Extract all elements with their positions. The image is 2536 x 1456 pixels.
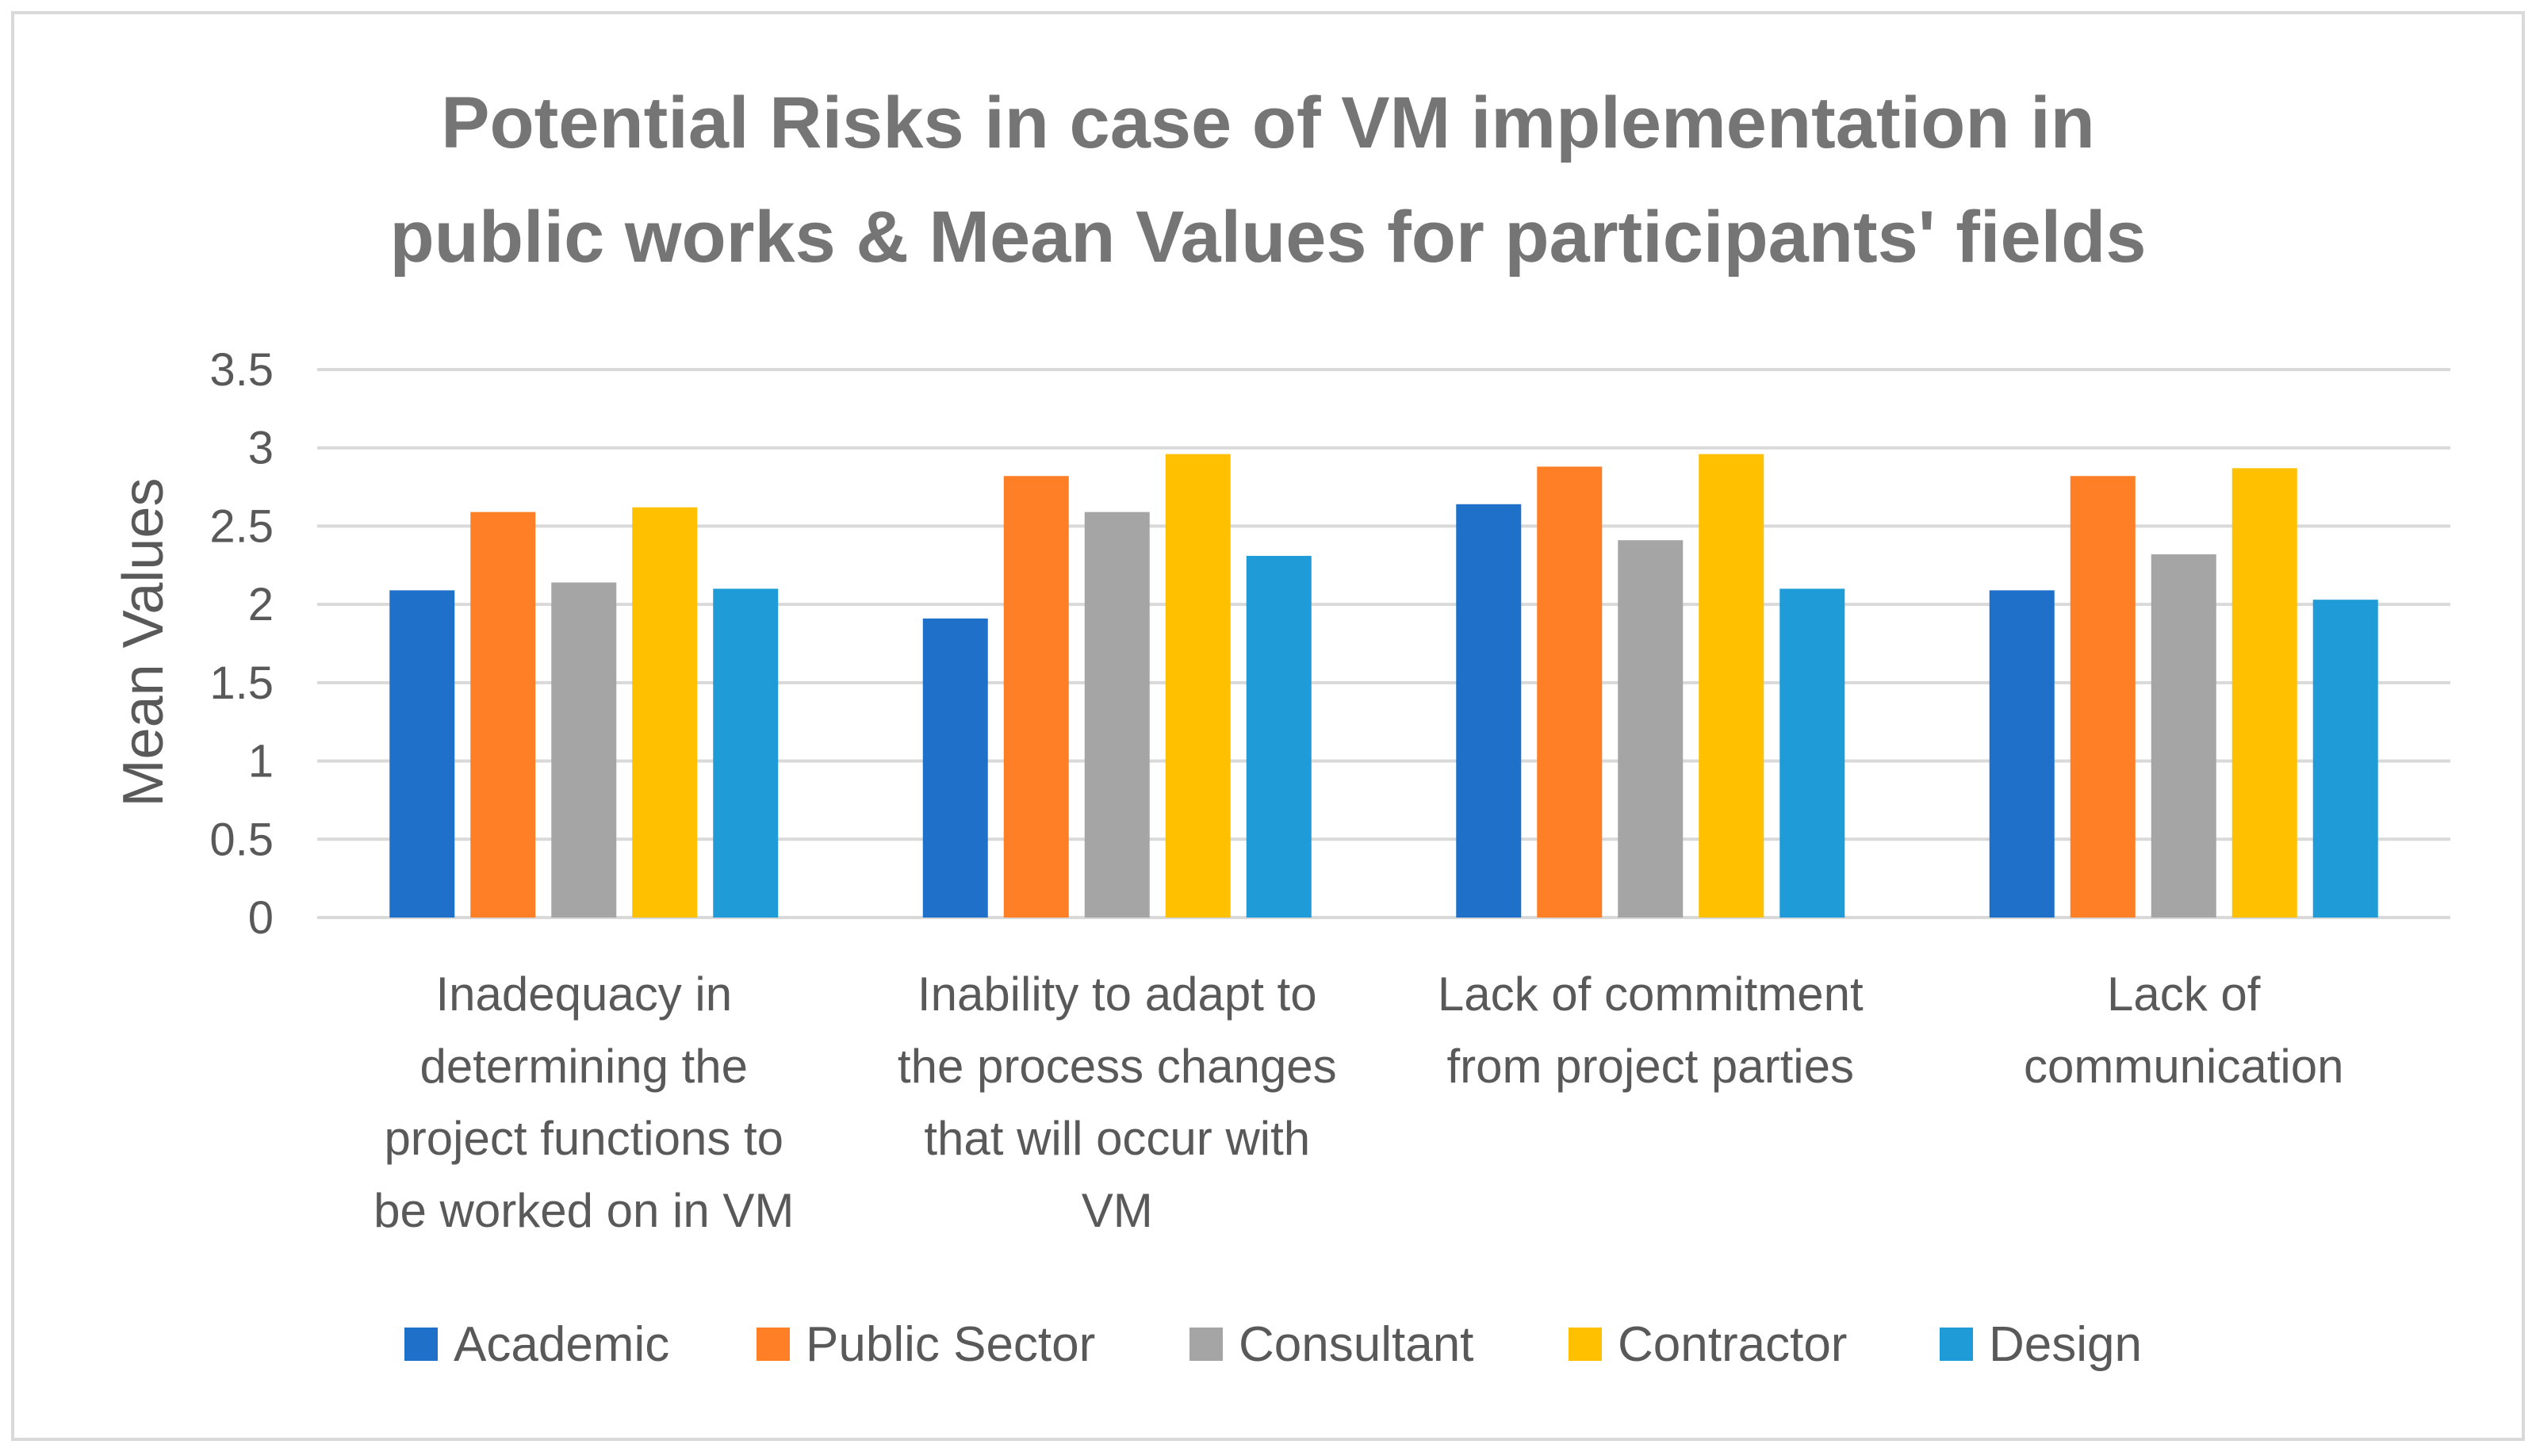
x-category-label: VM — [1082, 1184, 1153, 1237]
bar-academic-2 — [1456, 504, 1522, 918]
x-category-labels: Inadequacy in determining the project func… — [374, 967, 2343, 1237]
y-axis-label: Mean Values — [112, 478, 175, 807]
x-category-label: Inability to adapt to — [917, 967, 1317, 1021]
x-category-label: from project parties — [1446, 1040, 1854, 1093]
legend-label: Public Sector — [806, 1317, 1095, 1372]
bar-design-1 — [1246, 555, 1312, 918]
bar-consultant-3 — [2151, 554, 2216, 918]
legend-swatch-design — [1940, 1328, 1973, 1361]
bar-academic-0 — [389, 590, 455, 918]
legend-label: Consultant — [1239, 1317, 1473, 1372]
legend-swatch-academic — [404, 1328, 438, 1361]
y-tick-label: 3.5 — [209, 344, 274, 396]
bar-contractor-0 — [632, 507, 698, 918]
bar-consultant-2 — [1618, 540, 1684, 918]
x-category-label: that will occur with — [924, 1112, 1310, 1165]
x-category-label: Lack of commitment — [1438, 967, 1864, 1021]
legend-label: Academic — [454, 1317, 669, 1372]
bar-public-sector-2 — [1537, 466, 1603, 918]
legend: Academic Public Sector Consultant Contracto… — [404, 1317, 2142, 1372]
chart-title-line-2: public works & Mean Values for participa… — [389, 197, 2146, 278]
bar-consultant-0 — [551, 582, 617, 918]
y-tick-labels: 0 0.5 1 1.5 2 2.5 3 3.5 — [209, 344, 274, 944]
bar-design-2 — [1779, 588, 1845, 918]
bar-public-sector-1 — [1003, 476, 1069, 918]
bar-academic-1 — [922, 618, 988, 918]
y-tick-label: 1.5 — [209, 657, 274, 709]
y-tick-label: 2 — [248, 579, 274, 630]
legend-swatch-public-sector — [757, 1328, 790, 1361]
bar-design-0 — [713, 588, 779, 918]
bar-contractor-3 — [2231, 468, 2297, 918]
x-category-label: Inadequacy in — [435, 967, 732, 1021]
y-tick-label: 0.5 — [209, 814, 274, 865]
x-category-label: Lack of — [2107, 967, 2261, 1021]
bar-public-sector-3 — [2070, 476, 2136, 918]
x-category-label: be worked on in VM — [374, 1184, 794, 1237]
x-category-label: communication — [2024, 1040, 2344, 1093]
bars — [389, 454, 2378, 918]
bar-consultant-1 — [1084, 512, 1150, 918]
chart-title-line-1: Potential Risks in case of VM implementa… — [441, 82, 2095, 163]
legend-label: Design — [1989, 1317, 2142, 1372]
bar-public-sector-0 — [470, 512, 536, 918]
x-category-label: the process changes — [898, 1040, 1337, 1093]
legend-swatch-consultant — [1189, 1328, 1223, 1361]
bar-academic-3 — [1989, 590, 2055, 918]
y-tick-label: 3 — [248, 423, 274, 474]
x-category-label: project functions to — [384, 1112, 783, 1165]
legend-swatch-contractor — [1569, 1328, 1602, 1361]
y-tick-label: 2.5 — [209, 500, 274, 552]
bar-design-3 — [2312, 600, 2378, 918]
bar-contractor-2 — [1699, 454, 1764, 918]
x-category-label: determining the — [419, 1040, 748, 1093]
legend-label: Contractor — [1618, 1317, 1847, 1372]
y-tick-label: 1 — [248, 736, 274, 787]
bar-contractor-1 — [1165, 454, 1231, 918]
y-tick-label: 0 — [248, 892, 274, 944]
